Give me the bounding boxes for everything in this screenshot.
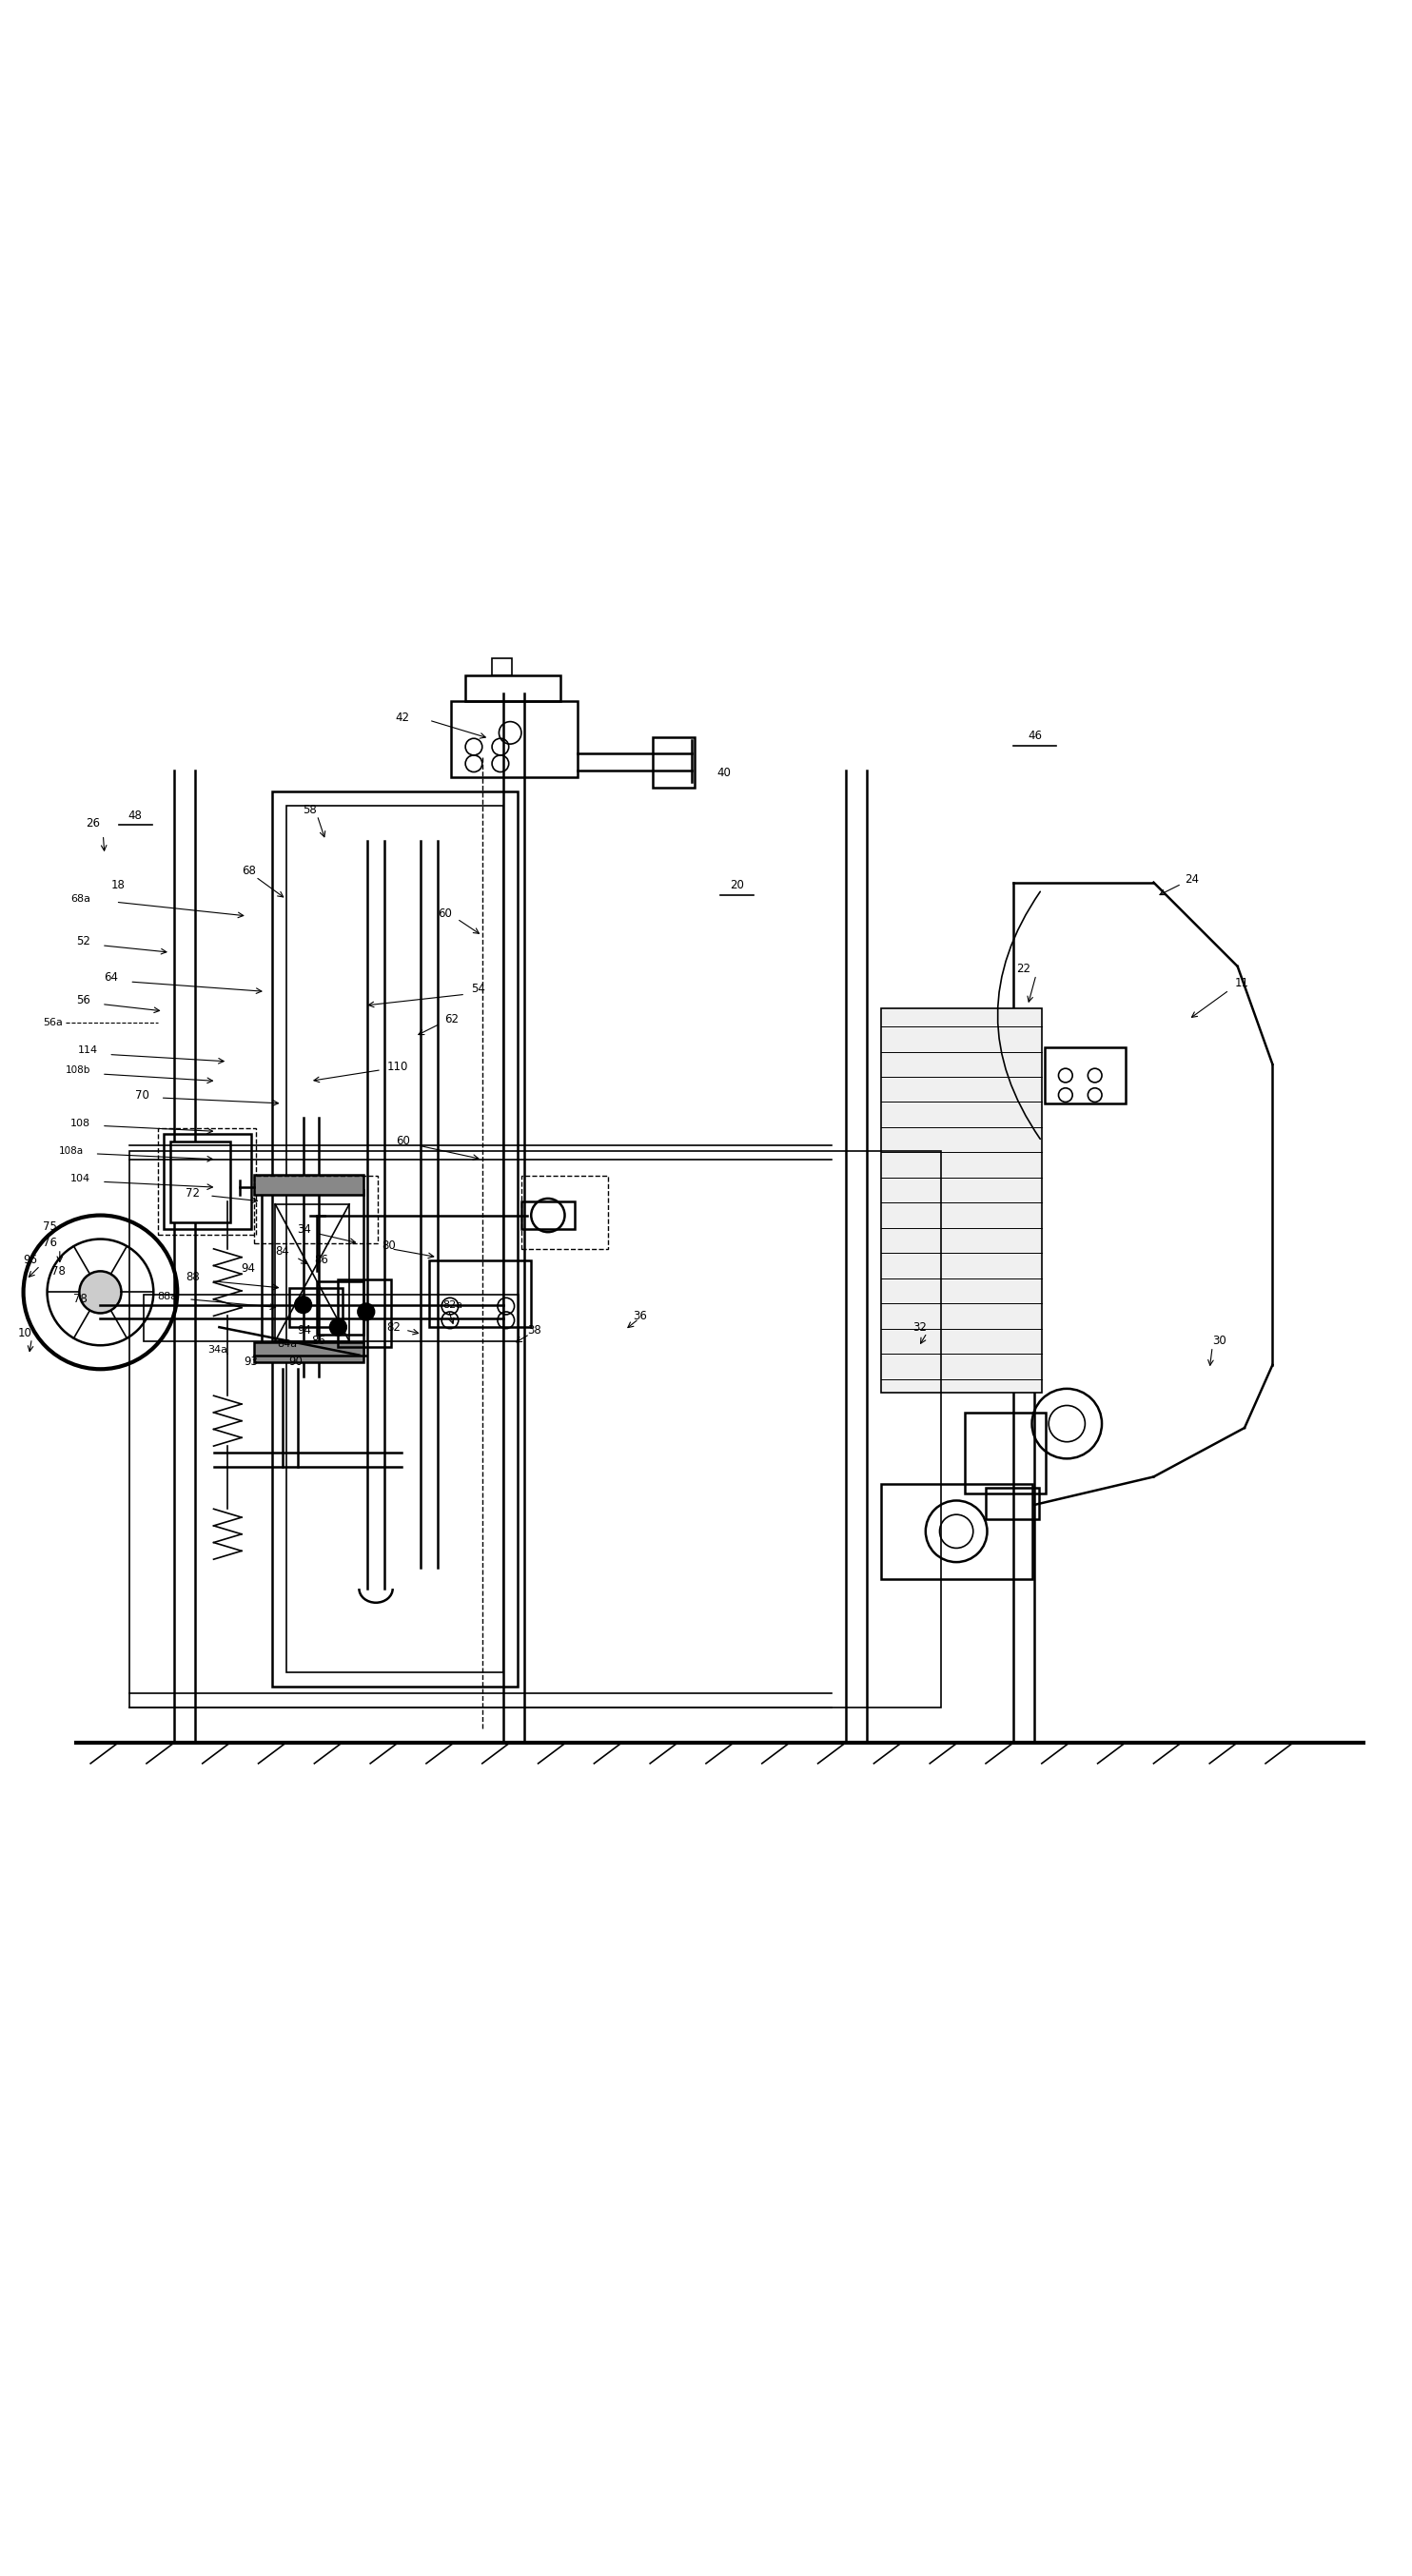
Bar <box>254 1177 377 1244</box>
Text: 24: 24 <box>1185 873 1199 886</box>
Text: 40: 40 <box>717 768 731 781</box>
Text: 64: 64 <box>104 971 119 984</box>
Text: 60: 60 <box>395 1136 409 1146</box>
Text: 84a: 84a <box>277 1340 298 1350</box>
Bar <box>254 1342 363 1363</box>
Text: 11: 11 <box>1234 976 1250 989</box>
Bar <box>289 1288 342 1327</box>
Bar <box>337 1280 391 1347</box>
Text: 32: 32 <box>912 1321 928 1334</box>
Bar <box>318 1280 363 1334</box>
Bar <box>164 1133 251 1229</box>
Text: 94: 94 <box>298 1324 312 1337</box>
Bar <box>452 701 578 778</box>
Text: 72: 72 <box>185 1188 199 1198</box>
Text: 76: 76 <box>42 1236 56 1249</box>
Bar <box>652 737 695 788</box>
Text: 90: 90 <box>289 1355 304 1368</box>
Text: 70: 70 <box>136 1090 150 1100</box>
Bar <box>429 1260 531 1327</box>
Text: 58: 58 <box>304 804 318 817</box>
Bar <box>521 1177 609 1249</box>
Text: 48: 48 <box>128 809 143 822</box>
Text: 108b: 108b <box>65 1064 90 1074</box>
Text: 88: 88 <box>185 1270 199 1283</box>
Text: 68: 68 <box>241 866 256 878</box>
Bar <box>881 1007 1042 1394</box>
Text: 78: 78 <box>51 1265 65 1278</box>
Text: 86: 86 <box>315 1255 329 1267</box>
Text: 93: 93 <box>244 1355 258 1368</box>
Bar <box>986 1489 1039 1520</box>
Bar <box>158 1128 256 1234</box>
Bar <box>261 1190 363 1355</box>
Text: 86: 86 <box>312 1334 326 1347</box>
Text: 75: 75 <box>42 1221 56 1234</box>
Bar <box>466 675 561 701</box>
Text: 108a: 108a <box>59 1146 83 1157</box>
Text: 78: 78 <box>73 1293 88 1306</box>
Text: 36: 36 <box>633 1309 647 1321</box>
Bar <box>491 659 511 675</box>
Bar <box>521 1200 575 1229</box>
Text: 52: 52 <box>76 935 90 948</box>
Text: 108: 108 <box>71 1118 90 1128</box>
Bar <box>964 1412 1046 1494</box>
Bar <box>1045 1048 1125 1103</box>
Bar <box>287 806 503 1672</box>
Circle shape <box>79 1270 121 1314</box>
Bar <box>144 1296 518 1342</box>
Text: 20: 20 <box>730 878 744 891</box>
Text: 82a: 82a <box>443 1301 463 1309</box>
Bar <box>171 1141 230 1221</box>
Text: 60: 60 <box>438 907 452 920</box>
Bar <box>275 1203 349 1342</box>
Text: 88a: 88a <box>157 1291 178 1301</box>
Bar <box>130 1151 940 1708</box>
Text: 56a: 56a <box>42 1018 62 1028</box>
Text: 94: 94 <box>241 1262 256 1275</box>
Text: 38: 38 <box>527 1324 541 1337</box>
Text: 54: 54 <box>472 981 486 994</box>
Text: 56: 56 <box>76 994 90 1007</box>
Text: 10: 10 <box>17 1327 32 1340</box>
Bar <box>254 1175 363 1195</box>
Text: 22: 22 <box>1017 963 1031 976</box>
Text: 26: 26 <box>86 817 100 829</box>
Text: 110: 110 <box>387 1061 408 1074</box>
Text: 18: 18 <box>112 878 126 891</box>
Text: 82: 82 <box>387 1321 401 1334</box>
Bar <box>881 1484 1032 1579</box>
Text: 34a: 34a <box>208 1345 227 1355</box>
Circle shape <box>357 1303 374 1319</box>
Text: 68a: 68a <box>71 894 90 904</box>
Text: 104: 104 <box>71 1175 90 1185</box>
Text: 96: 96 <box>23 1255 37 1267</box>
Text: 46: 46 <box>1028 729 1042 742</box>
Text: 30: 30 <box>1213 1334 1227 1347</box>
Text: 34: 34 <box>298 1224 312 1236</box>
Bar <box>273 791 517 1687</box>
Circle shape <box>330 1319 346 1334</box>
Text: 62: 62 <box>445 1012 459 1025</box>
Text: 80: 80 <box>381 1239 395 1252</box>
Text: 114: 114 <box>78 1046 97 1056</box>
Text: 42: 42 <box>395 711 409 724</box>
Text: 84: 84 <box>275 1244 289 1257</box>
Circle shape <box>295 1296 312 1314</box>
